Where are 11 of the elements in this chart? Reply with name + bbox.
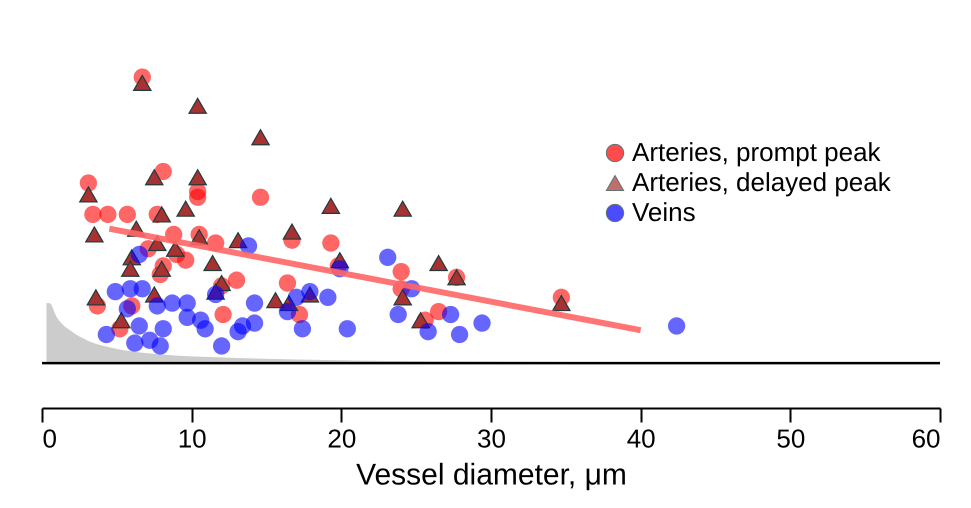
legend-label: Arteries, prompt peak: [632, 137, 882, 167]
x-tick-label: 30: [477, 424, 506, 454]
x-tick-label: 0: [42, 424, 57, 454]
legend-label: Arteries, delayed peak: [632, 167, 892, 197]
x-tick-label: 60: [912, 424, 940, 454]
x-tick-label: 20: [327, 424, 356, 454]
x-tick-label: 10: [178, 424, 207, 454]
legend-label: Veins: [632, 197, 696, 227]
x-tick-label: 50: [776, 424, 806, 454]
x-tick-label: 40: [626, 424, 656, 454]
x-axis-title: Vessel diameter, μm: [356, 458, 627, 492]
